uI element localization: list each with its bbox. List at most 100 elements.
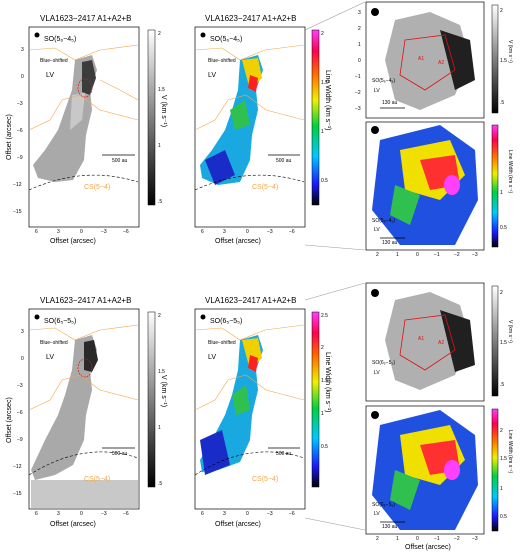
y-tick: −1 — [355, 74, 361, 80]
line-label: SO(5₆−4₅) — [372, 78, 396, 84]
colorbar-tick: 0.5 — [321, 178, 328, 184]
colorbar-tick: 1.5 — [500, 340, 507, 346]
x-tick: −2 — [454, 252, 460, 258]
x-tick: −3 — [101, 511, 107, 517]
gray-emission-map — [33, 55, 97, 182]
colorbar-tick: 0.5 — [500, 514, 507, 520]
colorbar-tick: 2 — [500, 290, 503, 296]
colorbar-tick: 1 — [500, 190, 503, 196]
x-axis-label: Offset (arcsec) — [405, 544, 451, 551]
panel-bottom-right-upper — [365, 282, 499, 402]
colorbar-tick: 2 — [158, 31, 161, 37]
kinematic-label: Blue−shifted — [208, 58, 236, 64]
beam-ellipse — [34, 314, 40, 320]
beam-ellipse — [200, 314, 206, 320]
panel-top-middle — [194, 26, 320, 228]
panel-bottom-left — [28, 308, 156, 510]
linewidth-map — [200, 335, 263, 475]
panel-title: VLA1623−2417 A1+A2+B — [205, 14, 297, 23]
component-label: LV — [374, 227, 380, 233]
x-axis-label: Offset (arcsec) — [50, 521, 96, 528]
y-tick: 3 — [21, 329, 24, 335]
x-tick: −3 — [472, 252, 478, 258]
colorbar-tick: .5 — [500, 100, 505, 106]
colorbar — [147, 29, 156, 206]
component-label: LV — [374, 88, 380, 94]
line-label: SO(5₆−4₅) — [372, 218, 396, 224]
cs-label: CS(5−4) — [84, 184, 111, 191]
panel-bottom-middle — [194, 308, 320, 510]
y-tick: 1 — [358, 42, 361, 48]
line-label: SO(5₆−4₅) — [210, 36, 243, 43]
continuum-contour — [77, 78, 93, 98]
colorbar-tick: 2 — [321, 345, 324, 351]
beam-ellipse — [371, 411, 379, 419]
colorbar — [491, 408, 499, 532]
colorbar-tick: 1 — [158, 425, 161, 431]
y-tick: −2 — [355, 90, 361, 96]
component-label: LV — [208, 354, 217, 361]
line-label: SO(6₅−5₅) — [210, 318, 243, 325]
kinematic-label: Blue−shifted — [208, 340, 236, 346]
colorbar-tick: 1.5 — [321, 80, 328, 86]
x-tick: −3 — [472, 536, 478, 542]
cs-boundary-curve — [194, 451, 305, 476]
y-tick: −15 — [13, 209, 22, 215]
linewidth-map — [200, 55, 263, 185]
x-tick: 0 — [416, 536, 419, 542]
x-tick: 1 — [396, 252, 399, 258]
component-label: LV — [208, 72, 217, 79]
colorbar — [311, 29, 320, 206]
cs-contours — [194, 44, 305, 131]
colorbar-label: V (km s⁻¹) — [160, 375, 167, 408]
y-tick: 0 — [21, 356, 24, 362]
x-tick: −6 — [289, 511, 295, 517]
line-label: SO(6₅−5₅) — [372, 360, 396, 366]
colorbar-tick: .5 — [158, 199, 163, 205]
colorbar-label: V (km s⁻¹) — [507, 40, 513, 63]
zoom-connectors — [304, 1, 366, 531]
y-tick: −6 — [17, 128, 23, 134]
cs-label: CS(5−4) — [84, 476, 111, 483]
cs-boundary-curve — [28, 451, 139, 476]
y-axis-label: Offset (arcsec) — [6, 114, 13, 160]
beam-ellipse — [34, 32, 40, 38]
colorbar-tick: 1 — [321, 411, 324, 417]
kinematic-label: Blue−shifted — [40, 340, 68, 346]
y-tick: 0 — [358, 58, 361, 64]
line-label: SO(6₅−5₅) — [44, 318, 77, 325]
y-tick: 3 — [358, 10, 361, 16]
y-tick: −6 — [17, 410, 23, 416]
colorbar-tick: 2 — [321, 31, 324, 37]
x-tick: 3 — [57, 229, 60, 235]
colorbar-label: V (km s⁻¹) — [507, 320, 513, 343]
beam-ellipse — [371, 289, 379, 297]
x-tick: −6 — [289, 229, 295, 235]
x-axis-label: Offset (arcsec) — [215, 521, 261, 528]
x-tick: −2 — [454, 536, 460, 542]
beam-ellipse — [200, 32, 206, 38]
component-label: LV — [46, 354, 55, 361]
colorbar-tick: 0.5 — [500, 225, 507, 231]
y-tick: 2 — [358, 26, 361, 32]
x-tick: −6 — [123, 511, 129, 517]
cs-contours — [28, 324, 139, 411]
colorbar — [491, 4, 499, 114]
line-label: SO(6₅−5₅) — [372, 502, 396, 508]
cs-contours — [28, 44, 139, 131]
panel-top-right-upper — [365, 1, 499, 119]
continuum-contour — [77, 358, 93, 378]
colorbar-tick: 1.5 — [158, 87, 165, 93]
beam-ellipse — [371, 8, 379, 16]
colorbar-label: Line Width (km s⁻¹) — [507, 150, 513, 194]
panel-title: VLA1623−2417 A1+A2+B — [205, 296, 297, 305]
x-tick: 6 — [201, 229, 204, 235]
continuum-contour — [399, 314, 456, 371]
panel-bottom-right-lower — [365, 405, 499, 535]
colorbar-tick: 2 — [158, 313, 161, 319]
colorbar — [491, 124, 499, 248]
y-tick: −9 — [17, 437, 23, 443]
colorbar-tick: 1.5 — [500, 456, 507, 462]
scalebar-label: 130 au — [382, 240, 398, 246]
colorbar-tick: 1 — [158, 143, 161, 149]
